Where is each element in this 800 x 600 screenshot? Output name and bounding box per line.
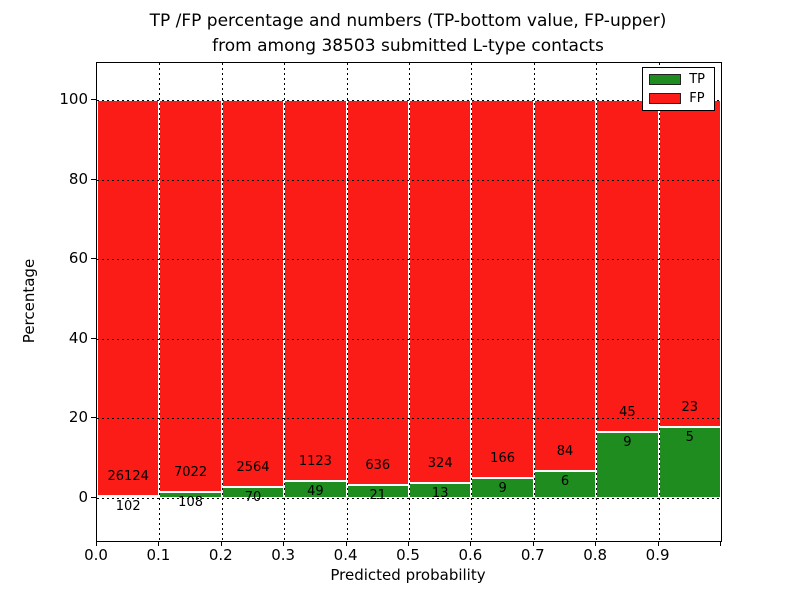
y-tick-mark bbox=[91, 99, 96, 100]
tp-bar-segment bbox=[409, 482, 472, 498]
tp-bar-segment bbox=[471, 477, 534, 498]
tp-bar-segment bbox=[346, 485, 409, 498]
fp-bar-segment bbox=[596, 100, 659, 432]
stacked-bar bbox=[97, 100, 160, 498]
y-tick-label: 20 bbox=[68, 408, 88, 427]
x-tick-label: 0.3 bbox=[271, 546, 296, 564]
fp-bar-segment bbox=[533, 100, 597, 472]
tp-bar-segment bbox=[159, 491, 222, 498]
stacked-bar bbox=[471, 100, 534, 498]
y-tick-mark bbox=[91, 417, 96, 419]
legend: TP FP bbox=[642, 67, 715, 111]
fp-bar-segment bbox=[221, 100, 285, 488]
stacked-bar bbox=[284, 100, 347, 498]
fp-bar-segment bbox=[97, 100, 160, 496]
y-tick-mark bbox=[91, 178, 96, 180]
y-tick-label: 60 bbox=[68, 249, 88, 268]
y-tick-mark bbox=[91, 258, 96, 260]
x-tick-mark bbox=[470, 541, 472, 546]
x-tick-label: 0.5 bbox=[396, 546, 420, 564]
fp-bar-segment bbox=[658, 100, 721, 427]
stacked-bar bbox=[346, 100, 409, 498]
fp-legend-label: FP bbox=[689, 91, 705, 106]
y-tick-mark bbox=[91, 497, 96, 498]
tp-legend-label: TP bbox=[689, 72, 705, 87]
tp-legend-swatch bbox=[649, 74, 682, 85]
legend-item-tp: TP bbox=[649, 73, 705, 86]
fp-bar-segment bbox=[471, 100, 534, 478]
x-tick-label: 0.1 bbox=[146, 546, 171, 564]
x-tick-label: 0.4 bbox=[333, 546, 358, 564]
tp-bar-segment bbox=[221, 487, 285, 498]
fp-bar-segment bbox=[284, 100, 347, 482]
stacked-bar bbox=[658, 100, 721, 498]
x-tick-mark bbox=[408, 541, 409, 546]
x-tick-label: 0.2 bbox=[208, 546, 233, 564]
x-tick-label: 0.6 bbox=[458, 546, 483, 564]
fp-bar-segment bbox=[409, 100, 472, 483]
chart-title-line2: from among 38503 submitted L-type contac… bbox=[212, 36, 604, 56]
tp-bar-segment bbox=[596, 431, 659, 498]
y-tick-mark bbox=[91, 337, 96, 339]
tp-bar-segment bbox=[284, 481, 347, 498]
tp-bar-segment bbox=[97, 496, 160, 498]
x-tick-label: 0.0 bbox=[84, 546, 108, 564]
x-tick-mark bbox=[720, 541, 721, 546]
x-tick-label: 0.7 bbox=[520, 546, 545, 564]
x-tick-mark bbox=[657, 541, 659, 546]
x-tick-mark bbox=[158, 541, 160, 546]
x-tick-mark bbox=[96, 541, 97, 546]
legend-item-fp: FP bbox=[649, 92, 705, 105]
tp-bar-segment bbox=[658, 426, 721, 498]
stacked-bar bbox=[533, 100, 597, 498]
x-tick-mark bbox=[283, 541, 285, 546]
fp-bar-segment bbox=[346, 100, 409, 486]
stacked-bar bbox=[596, 100, 659, 498]
chart-title-line1: TP /FP percentage and numbers (TP-bottom… bbox=[149, 11, 667, 31]
y-tick-label: 0 bbox=[78, 488, 88, 506]
x-tick-mark bbox=[532, 541, 534, 546]
fp-legend-swatch bbox=[649, 93, 682, 104]
stacked-bar bbox=[221, 100, 285, 498]
y-tick-label: 40 bbox=[68, 328, 88, 347]
x-tick-mark bbox=[345, 541, 347, 546]
x-tick-mark bbox=[595, 541, 597, 546]
chart-title: TP /FP percentage and numbers (TP-bottom… bbox=[96, 9, 720, 59]
x-tick-label: 0.8 bbox=[583, 546, 608, 564]
fp-bar-segment bbox=[159, 100, 222, 492]
x-tick-label: 0.9 bbox=[645, 546, 670, 564]
y-tick-label: 100 bbox=[59, 90, 88, 108]
bars-layer bbox=[97, 63, 721, 541]
y-tick-label: 80 bbox=[68, 169, 88, 188]
stacked-bar bbox=[159, 100, 222, 498]
x-tick-mark bbox=[220, 541, 222, 546]
x-axis-label: Predicted probability bbox=[330, 566, 486, 584]
plot-area: 26124 102 7022 108 2564 70 1123 49 636 21 324 13 166… bbox=[96, 62, 722, 542]
tp-bar-segment bbox=[533, 471, 597, 498]
stacked-bar bbox=[409, 100, 472, 498]
